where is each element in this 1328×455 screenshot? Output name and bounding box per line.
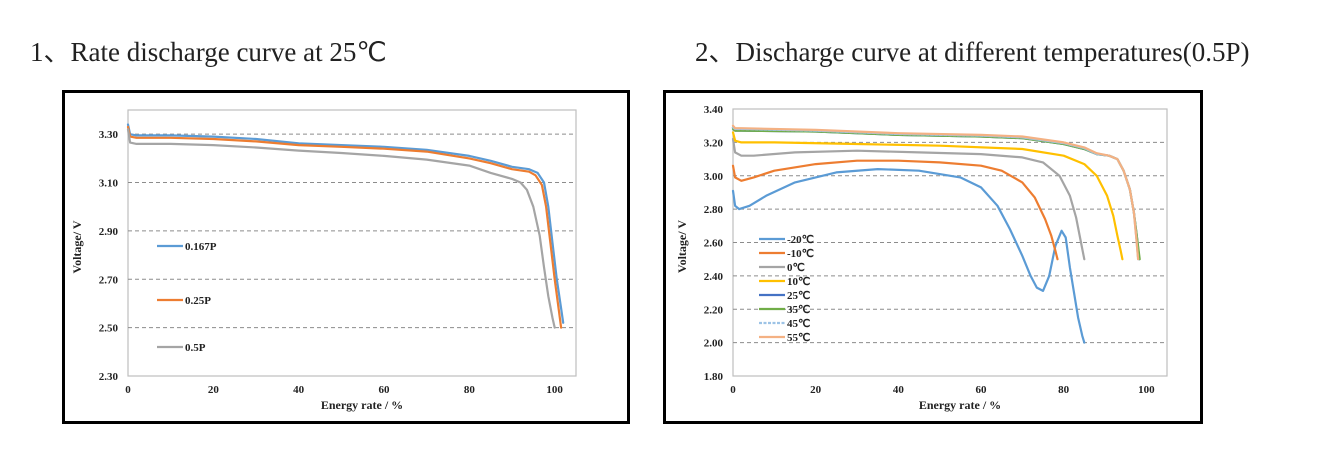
chart1-ytick-label: 3.30 <box>99 129 119 141</box>
chart1-legend-label: 0.25P <box>185 295 211 307</box>
chart1-xtick-label: 80 <box>464 384 476 396</box>
chart2-ytick-label: 3.00 <box>704 171 724 183</box>
chart2-ytick-label: 1.80 <box>704 371 724 383</box>
chart2-xtick-label: 40 <box>893 384 905 396</box>
chart2-ytick-label: 2.60 <box>704 238 724 250</box>
chart1-xtick-label: 20 <box>208 384 220 396</box>
chart2-xtick-label: 0 <box>730 384 736 396</box>
chart1-ytick-label: 2.30 <box>99 371 119 383</box>
chart1-ytick-label: 2.70 <box>99 274 119 286</box>
chart1-heading: 1、Rate discharge curve at 25℃ <box>30 37 387 67</box>
chart2-ytick-label: 3.20 <box>704 137 724 149</box>
chart2-legend-label: 55℃ <box>787 332 810 344</box>
chart1-ytick-label: 3.10 <box>99 178 119 190</box>
chart1-xtick-label: 60 <box>379 384 391 396</box>
chart1-plot-area <box>127 109 577 377</box>
chart1-frame: 3.30 3.10 2.90 2.70 2.50 2.30 0 20 40 60 80 100 Ener… <box>62 90 630 424</box>
chart1-legend-label: 0.5P <box>185 342 206 354</box>
chart1-xtick-label: 100 <box>546 384 563 396</box>
chart2-ytick-label: 2.40 <box>704 271 724 283</box>
chart2-ytick-label: 3.40 <box>704 104 724 116</box>
chart1-ytick-label: 2.90 <box>99 226 119 238</box>
chart2-y-axis-title: Voltage/ V <box>675 220 689 273</box>
chart1-xtick-label: 40 <box>293 384 305 396</box>
chart2-series-line-1 <box>731 159 1059 261</box>
chart2-heading: 2、Discharge curve at different temperatu… <box>695 37 1250 67</box>
chart2-xtick-label: 20 <box>810 384 822 396</box>
chart2-legend-label: 0℃ <box>787 262 805 274</box>
chart2-ytick-label: 2.00 <box>704 338 724 350</box>
chart2-series-line-0 <box>731 167 1086 344</box>
chart1-series-line-0 <box>126 123 565 324</box>
chart2-legend-label: -10℃ <box>787 248 814 260</box>
chart1-series-line-2 <box>126 128 556 329</box>
chart1-series-line-1 <box>126 125 563 329</box>
chart2-ytick-label: 2.80 <box>704 204 724 216</box>
chart2-legend-label: 25℃ <box>787 290 810 302</box>
chart1-x-axis-title: Energy rate / % <box>321 398 403 412</box>
chart1-y-axis-title: Voltage/ V <box>70 220 84 273</box>
chart2-x-axis-title: Energy rate / % <box>919 398 1001 412</box>
chart1-xtick-label: 0 <box>125 384 131 396</box>
chart2-legend-label: -20℃ <box>787 234 814 246</box>
chart2-series-line-3 <box>731 131 1124 261</box>
chart2-xtick-label: 60 <box>976 384 988 396</box>
chart2-ytick-label: 2.20 <box>704 304 724 316</box>
chart2-xtick-label: 100 <box>1138 384 1155 396</box>
chart2-series-line-2 <box>731 137 1086 261</box>
chart2-series-line-7 <box>731 124 1140 261</box>
chart1-svg: 3.30 3.10 2.90 2.70 2.50 2.30 0 20 40 60 80 100 Ener… <box>70 109 577 412</box>
chart1-ytick-label: 2.50 <box>99 323 119 335</box>
chart2-legend-label: 45℃ <box>787 318 810 330</box>
chart2-legend-label: 10℃ <box>787 276 810 288</box>
chart2-legend-label: 35℃ <box>787 304 810 316</box>
chart2-svg: 3.40 3.20 3.00 2.80 2.60 2.40 2.20 2.00 1.80 0 20 4… <box>675 104 1168 412</box>
chart2-xtick-label: 80 <box>1058 384 1070 396</box>
chart2-frame: 3.40 3.20 3.00 2.80 2.60 2.40 2.20 2.00 1.80 0 20 4… <box>663 90 1203 424</box>
chart1-legend-label: 0.167P <box>185 241 217 253</box>
